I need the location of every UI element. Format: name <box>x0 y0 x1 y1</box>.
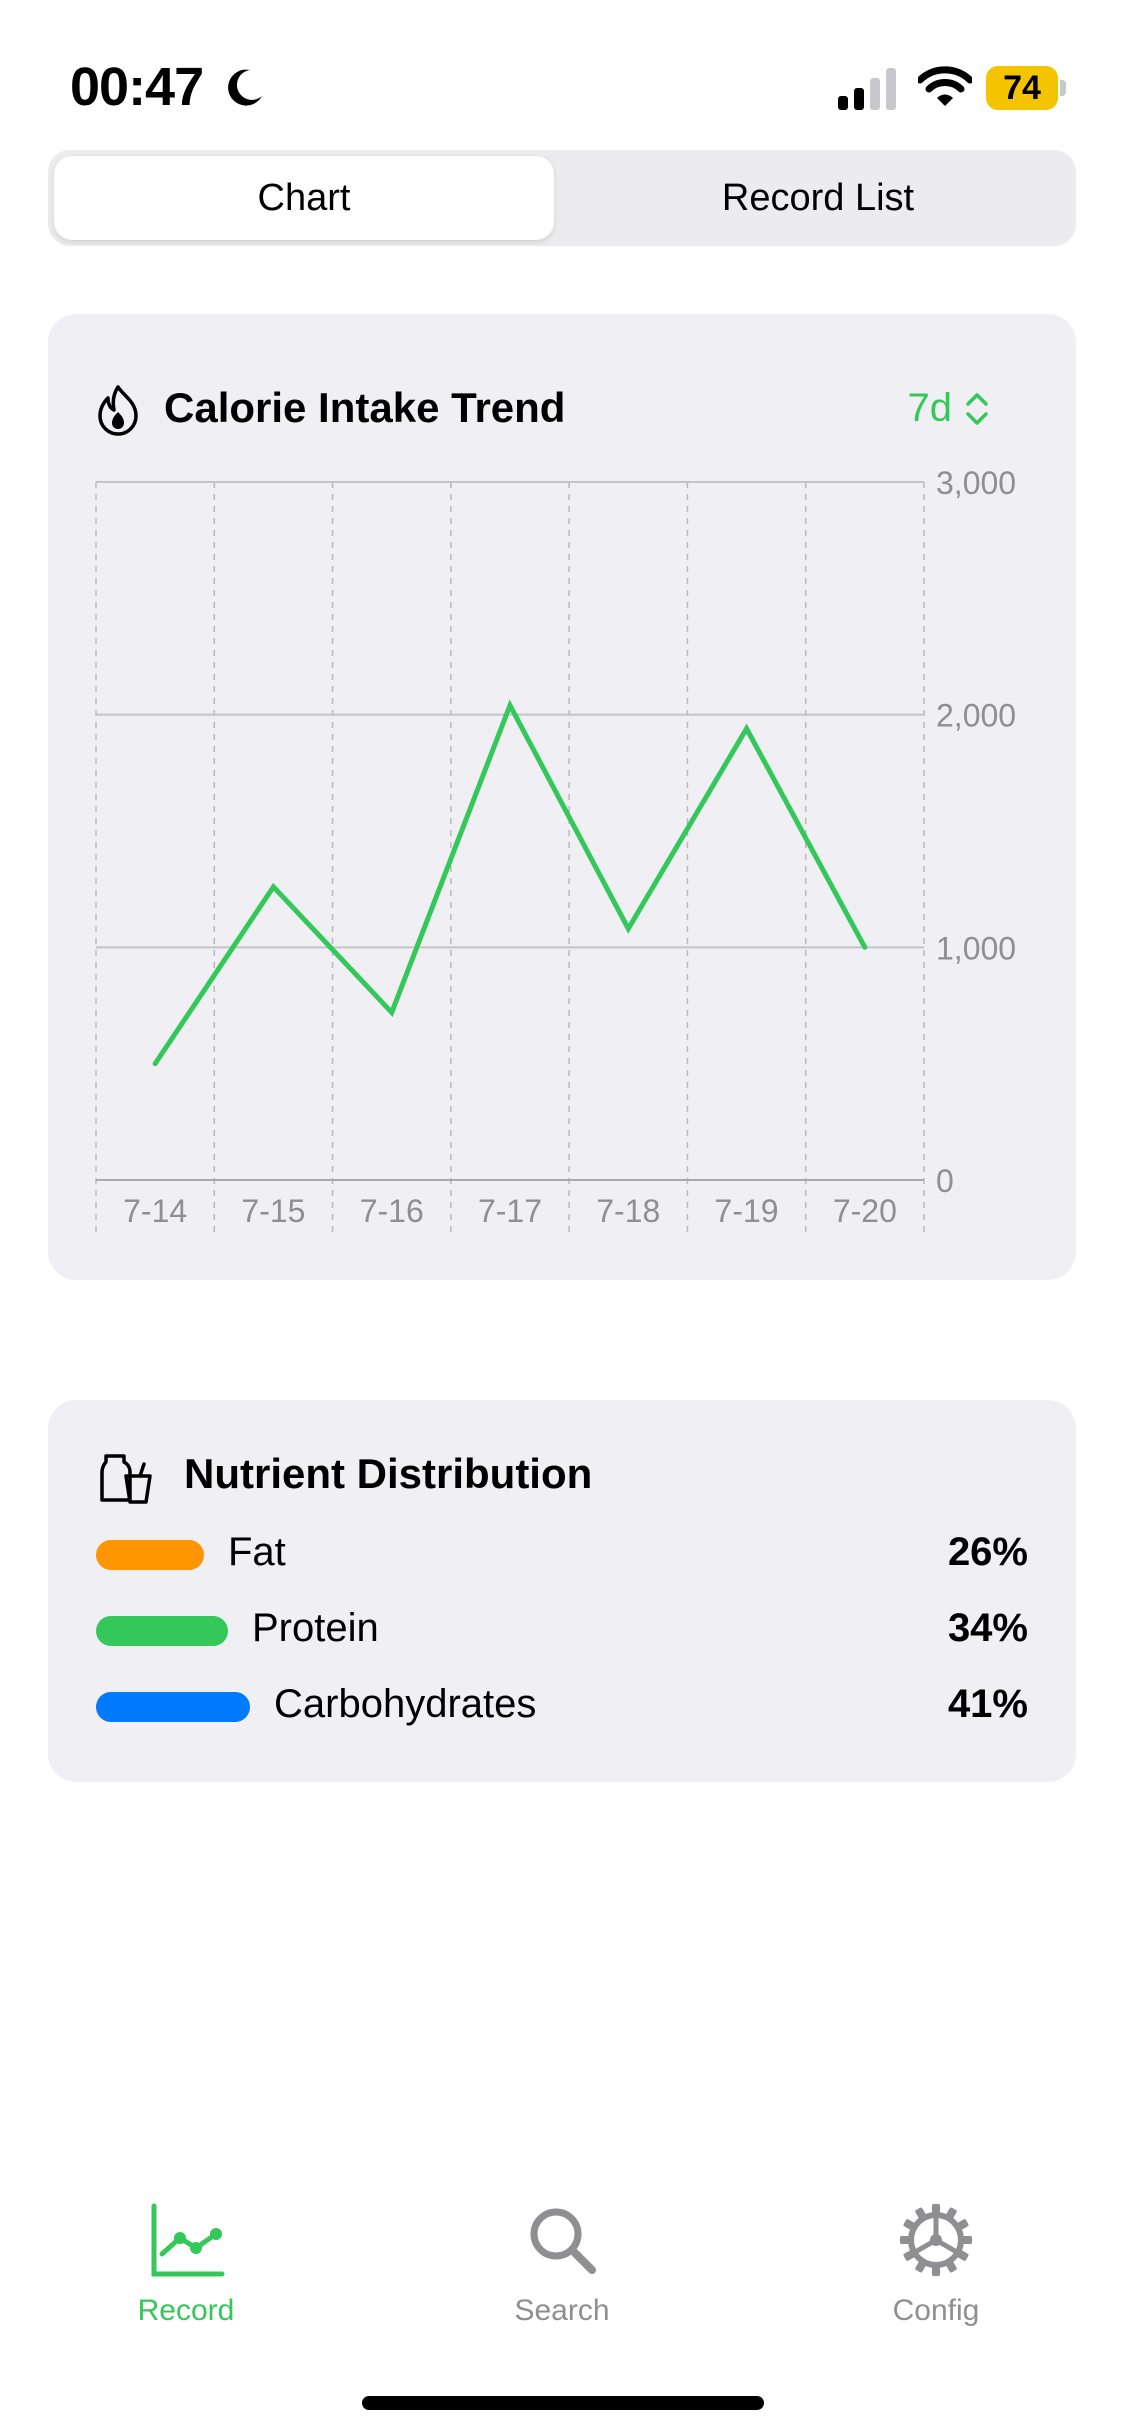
nutrient-title: Nutrient Distribution <box>184 1450 593 1497</box>
chart-line-icon <box>151 2203 225 2277</box>
nutrient-name: Fat <box>228 1530 286 1574</box>
tab-label: Config <box>892 2294 980 2327</box>
x-tick-label: 7-15 <box>241 1193 305 1229</box>
home-indicator <box>362 2396 764 2410</box>
nutrient-name: Protein <box>252 1606 379 1650</box>
nutrient-name: Carbohydrates <box>274 1682 537 1726</box>
tab-label: Record <box>137 2294 235 2327</box>
view-segmented-control: Chart Record List <box>48 150 1076 246</box>
range-value: 7d <box>907 386 953 430</box>
moon-icon <box>228 69 262 106</box>
x-tick-label: 7-20 <box>833 1193 897 1229</box>
y-tick-label: 2,000 <box>936 698 1016 734</box>
tab-search[interactable]: Search <box>452 2200 672 2328</box>
nutrient-row-protein: Protein 34% <box>96 1602 1028 1658</box>
segment-record-list[interactable]: Record List <box>721 176 915 219</box>
status-time: 00:47 <box>70 57 204 117</box>
calorie-series-line <box>152 699 868 1067</box>
x-tick-label: 7-14 <box>123 1193 187 1229</box>
y-tick-label: 3,000 <box>936 465 1016 501</box>
calorie-trend-card: Calorie Intake Trend 7d 0 1,000 2,000 3,000… <box>48 314 1076 1280</box>
y-tick-label: 0 <box>936 1163 954 1199</box>
range-picker[interactable]: 7d <box>908 386 991 431</box>
gear-icon <box>900 2204 972 2276</box>
nutrient-percent: 41% <box>947 1682 1028 1726</box>
tab-config[interactable]: Config <box>826 2200 1046 2328</box>
nutrient-percent: 26% <box>947 1530 1028 1574</box>
chart-title: Calorie Intake Trend <box>164 384 566 431</box>
battery-level: 74 <box>986 66 1058 110</box>
nutrient-bar <box>96 1616 228 1646</box>
nutrient-bar <box>96 1540 204 1570</box>
x-tick-label: 7-18 <box>596 1193 660 1229</box>
tab-label: Search <box>514 2294 610 2327</box>
calorie-line-chart: 0 1,000 2,000 3,000 7-14 7-15 7-16 7-17 7-18 7-19… <box>95 465 1016 1232</box>
nutrient-distribution-card: Nutrient Distribution Fat 26% Protein 34… <box>48 1400 1076 1782</box>
battery-indicator: 74 <box>986 66 1066 110</box>
jar-icon <box>100 1454 152 1504</box>
y-tick-label: 1,000 <box>936 930 1016 966</box>
search-icon <box>530 2208 596 2274</box>
flame-icon <box>98 385 138 436</box>
cellular-signal-icon <box>838 68 896 110</box>
wifi-icon <box>918 66 972 106</box>
x-tick-label: 7-19 <box>715 1193 779 1229</box>
segment-chart[interactable]: Chart <box>54 156 554 240</box>
nutrient-bar <box>96 1692 250 1722</box>
battery-nub <box>1060 80 1066 96</box>
x-tick-label: 7-16 <box>360 1193 424 1229</box>
nutrient-row-fat: Fat 26% <box>96 1526 1028 1582</box>
chevron-up-down-icon <box>966 392 988 425</box>
x-tick-label: 7-17 <box>478 1193 542 1229</box>
nutrient-percent: 34% <box>947 1606 1028 1650</box>
nutrient-row-carbohydrates: Carbohydrates 41% <box>96 1678 1028 1734</box>
tab-record[interactable]: Record <box>76 2200 296 2328</box>
